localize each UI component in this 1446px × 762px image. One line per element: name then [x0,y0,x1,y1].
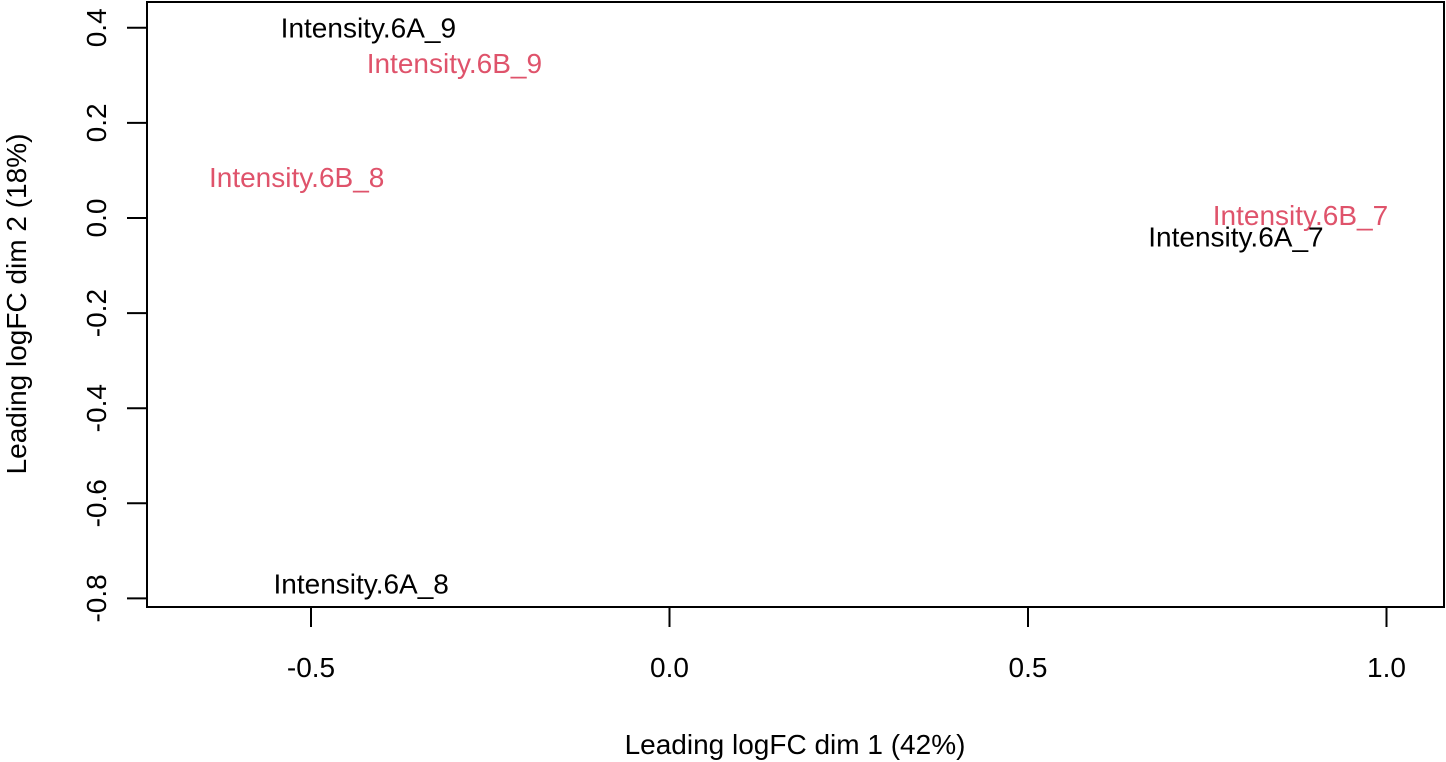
point-label: Intensity.6A_8 [274,569,449,600]
x-tick-label: 0.0 [650,652,689,683]
x-axis: -0.5 0.0 0.5 1.0 [287,606,1406,683]
x-tick-label: -0.5 [287,652,335,683]
y-tick-label: 0.4 [81,8,112,47]
point-label: Intensity.6A_9 [281,12,456,43]
y-tick-label: -0.4 [81,384,112,432]
x-tick-label: 1.0 [1367,652,1406,683]
x-axis-title: Leading logFC dim 1 (42%) [625,729,966,760]
y-tick-label: 0.0 [81,199,112,238]
y-tick-label: -0.6 [81,479,112,527]
point-labels: Intensity.6A_9 Intensity.6B_9 Intensity.6B… [209,12,1388,599]
y-tick-label: -0.2 [81,289,112,337]
y-axis: 0.4 0.2 0.0 -0.2 -0.4 -0.6 -0.8 [81,8,148,623]
y-axis-title: Leading logFC dim 2 (18%) [1,134,32,475]
point-label: Intensity.6A_7 [1148,222,1323,253]
x-tick-label: 0.5 [1009,652,1048,683]
y-tick-label: 0.2 [81,103,112,142]
point-label: Intensity.6B_9 [367,48,542,79]
point-label: Intensity.6B_7 [1213,200,1388,231]
y-tick-label: -0.8 [81,574,112,622]
plot-frame [146,1,1445,608]
point-label: Intensity.6B_8 [209,162,384,193]
